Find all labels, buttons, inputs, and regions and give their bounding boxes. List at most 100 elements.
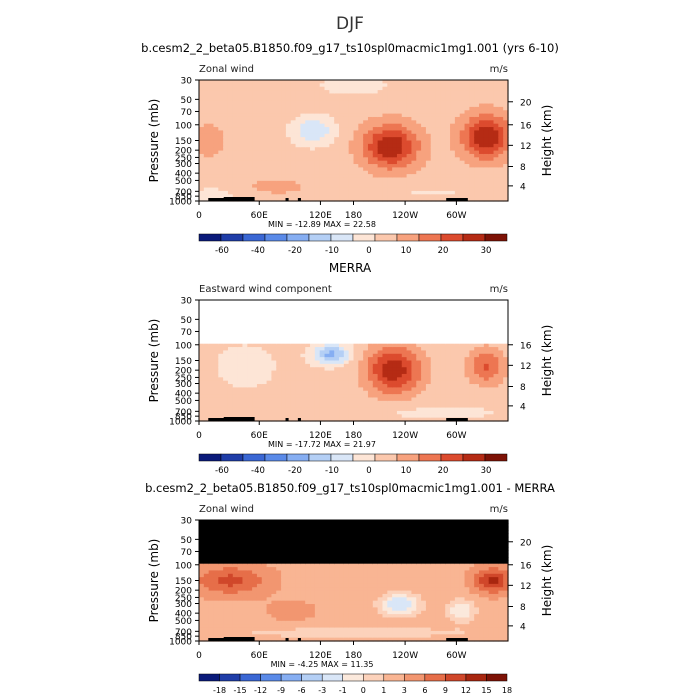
heatmap-cell: [435, 177, 442, 182]
heatmap-cell: [396, 187, 403, 192]
heatmap-cell: [430, 397, 437, 402]
heatmap-cell: [421, 330, 427, 335]
heatmap-cell: [324, 394, 330, 399]
heatmap-cell: [459, 90, 466, 95]
heatmap-cell: [213, 174, 219, 179]
heatmap-cell: [199, 617, 205, 622]
heatmap-cell: [199, 147, 205, 152]
heatmap-cell: [203, 570, 210, 575]
heatmap-cell: [271, 363, 277, 368]
heatmap-cell: [396, 357, 403, 362]
heatmap-cell: [353, 86, 359, 91]
heatmap-cell: [290, 410, 297, 415]
heatmap-cell: [353, 106, 359, 111]
heatmap-cell: [237, 410, 244, 415]
heatmap-cell: [430, 370, 437, 375]
heatmap-cell: [348, 123, 355, 128]
heatmap-cell: [232, 100, 239, 105]
heatmap-cell: [416, 353, 422, 358]
heatmap-cell: [469, 373, 475, 378]
heatmap-cell: [469, 190, 475, 195]
heatmap-cell: [401, 103, 408, 108]
heatmap-cell: [290, 127, 297, 132]
heatmap-cell: [271, 350, 277, 355]
heatmap-cell: [223, 610, 229, 615]
heatmap-cell: [281, 103, 287, 108]
heatmap-cell: [256, 157, 263, 162]
heatmap-cell: [256, 330, 263, 335]
heatmap-cell: [387, 330, 393, 335]
heatmap-cell: [411, 397, 417, 402]
heatmap-cell: [343, 170, 350, 175]
heatmap-cell: [387, 380, 393, 385]
heatmap-cell: [300, 197, 306, 202]
heatmap-cell: [377, 310, 384, 315]
heatmap-cell: [430, 113, 437, 118]
heatmap-cell: [329, 306, 335, 311]
heatmap-cell: [392, 397, 398, 402]
chart-units-label: m/s: [490, 284, 508, 295]
heatmap-cell: [396, 387, 403, 392]
heatmap-cell: [290, 93, 297, 98]
heatmap-cell: [271, 370, 277, 375]
heatmap-cell: [247, 190, 253, 195]
heatmap-cell: [285, 377, 292, 382]
heatmap-cell: [493, 194, 499, 199]
heatmap-cell: [440, 137, 446, 142]
heatmap-cell: [440, 404, 446, 409]
heatmap-cell: [430, 357, 437, 362]
heatmap-cell: [348, 377, 355, 382]
heatmap-cell: [401, 187, 408, 192]
heatmap-cell: [493, 93, 499, 98]
heatmap-cell: [310, 96, 316, 101]
heatmap-cell: [406, 353, 413, 358]
heatmap-cell: [469, 414, 475, 419]
heatmap-cell: [440, 380, 446, 385]
heatmap-cell: [479, 140, 485, 145]
heatmap-cell: [483, 86, 490, 91]
colorbar-swatch: [462, 233, 486, 242]
heatmap-cell: [498, 110, 504, 115]
heatmap-cell: [329, 313, 335, 318]
heatmap-cell: [483, 407, 490, 412]
heatmap-cell: [237, 343, 244, 348]
heatmap-cell: [401, 96, 408, 101]
heatmap-cell: [290, 143, 297, 148]
heatmap-cell: [295, 306, 301, 311]
heatmap-cell: [227, 330, 234, 335]
heatmap-cell: [285, 313, 292, 318]
heatmap-cell: [285, 127, 292, 132]
heatmap-cell: [430, 83, 437, 88]
heatmap-cell: [266, 357, 273, 362]
heatmap-cell: [411, 187, 417, 192]
heatmap-cell: [392, 174, 398, 179]
heatmap-cell: [411, 153, 417, 158]
heatmap-cell: [300, 360, 306, 365]
heatmap-cell: [199, 637, 205, 642]
heatmap-cell: [208, 404, 215, 409]
heatmap-cell: [247, 363, 253, 368]
heatmap-cell: [319, 347, 326, 352]
heatmap-cell: [483, 380, 490, 385]
heatmap-cell: [281, 306, 287, 311]
heatmap-cell: [203, 536, 210, 541]
heatmap-cell: [213, 170, 219, 175]
heatmap-cell: [242, 333, 248, 338]
heatmap-cell: [310, 150, 316, 155]
heatmap-cell: [334, 180, 340, 185]
heatmap-cell: [479, 187, 485, 192]
heatmap-cell: [411, 80, 417, 84]
heatmap-cell: [363, 390, 369, 395]
pressure-tick-label: 30: [181, 77, 193, 87]
heatmap-cell: [319, 133, 326, 138]
heatmap-cell: [334, 170, 340, 175]
heatmap-cell: [314, 150, 321, 155]
heatmap-cell: [285, 164, 292, 168]
heatmap-cell: [445, 303, 451, 308]
heatmap-cell: [348, 130, 355, 135]
heatmap-cell: [199, 174, 205, 179]
heatmap-cell: [479, 417, 485, 422]
heatmap-cell: [218, 310, 224, 315]
heatmap-cell: [285, 320, 292, 325]
heatmap-cell: [300, 147, 306, 152]
